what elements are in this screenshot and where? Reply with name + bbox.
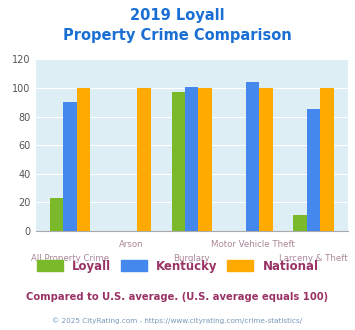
Text: Motor Vehicle Theft: Motor Vehicle Theft bbox=[211, 241, 295, 249]
Legend: Loyall, Kentucky, National: Loyall, Kentucky, National bbox=[32, 255, 323, 278]
Bar bbox=[185, 86, 198, 231]
Bar bbox=[260, 88, 273, 231]
Bar bbox=[63, 102, 77, 231]
Text: © 2025 CityRating.com - https://www.cityrating.com/crime-statistics/: © 2025 CityRating.com - https://www.city… bbox=[53, 317, 302, 324]
Text: 2019 Loyall: 2019 Loyall bbox=[130, 8, 225, 23]
Text: Arson: Arson bbox=[119, 241, 143, 249]
Text: Larceny & Theft: Larceny & Theft bbox=[279, 254, 348, 263]
Text: All Property Crime: All Property Crime bbox=[31, 254, 109, 263]
Bar bbox=[307, 110, 320, 231]
Bar bbox=[198, 88, 212, 231]
Bar bbox=[137, 88, 151, 231]
Bar bbox=[50, 198, 63, 231]
Bar bbox=[77, 88, 90, 231]
Text: Burglary: Burglary bbox=[173, 254, 210, 263]
Bar bbox=[320, 88, 334, 231]
Text: Property Crime Comparison: Property Crime Comparison bbox=[63, 28, 292, 43]
Bar bbox=[171, 92, 185, 231]
Bar bbox=[294, 215, 307, 231]
Text: Compared to U.S. average. (U.S. average equals 100): Compared to U.S. average. (U.S. average … bbox=[26, 292, 329, 302]
Bar bbox=[246, 82, 260, 231]
